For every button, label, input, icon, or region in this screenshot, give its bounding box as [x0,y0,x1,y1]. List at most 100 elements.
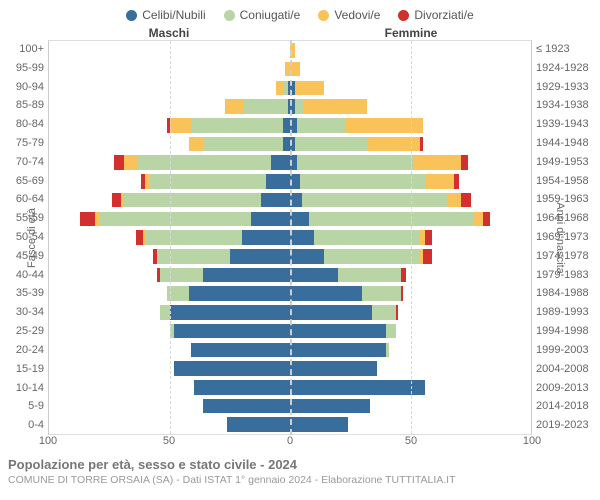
bar-segment-coniugati [203,137,283,152]
bar-segment-divorziati [423,249,433,264]
legend-item: Divorziati/e [398,8,473,22]
bar-segment-celibi [290,305,372,320]
bar-segment-coniugati [309,212,473,227]
bar-segment-celibi [271,155,290,170]
legend-swatch [126,10,137,21]
bars-area [48,40,532,435]
gridline [411,41,412,434]
birth-year-label: 1984-1988 [536,285,600,304]
age-group-label: 30-34 [0,303,44,322]
birth-year-label: 1954-1958 [536,172,600,191]
bar-segment-vedovi [304,99,367,114]
bar-segment-coniugati [372,305,396,320]
bar-segment-celibi [203,399,290,414]
bar-segment-celibi [174,324,290,339]
bar-segment-coniugati [124,193,261,208]
birth-year-label: 2014-2018 [536,397,600,416]
bar-segment-celibi [283,118,290,133]
x-axis: 10050050100 [0,435,600,451]
bar-segment-celibi [290,268,338,283]
bar-segment-celibi [290,343,386,358]
female-half [290,40,532,435]
bar-segment-celibi [230,249,290,264]
plot-area: Fasce di età 100+95-9990-9485-8980-8475-… [0,40,600,435]
x-tick: 0 [287,435,293,447]
bar-segment-coniugati [244,99,287,114]
birth-year-label: 2004-2008 [536,360,600,379]
age-group-label: 85-89 [0,96,44,115]
age-group-label: 5-9 [0,397,44,416]
bar-segment-coniugati [300,174,425,189]
bar-segment-celibi [191,343,290,358]
bar-segment-divorziati [461,193,471,208]
bar-segment-coniugati [324,249,420,264]
chart-title: Popolazione per età, sesso e stato civil… [8,457,592,472]
gridline [170,41,171,434]
legend-item: Coniugati/e [224,8,301,22]
age-group-label: 80-84 [0,115,44,134]
birth-year-label: 1934-1938 [536,96,600,115]
bar-segment-divorziati [461,155,468,170]
bar-segment-divorziati [401,268,406,283]
bar-segment-coniugati [100,212,252,227]
age-group-label: 90-94 [0,78,44,97]
bar-segment-coniugati [297,155,413,170]
legend-label: Coniugati/e [240,8,301,22]
birth-year-label: 2009-2013 [536,379,600,398]
bar-segment-celibi [170,305,291,320]
birth-year-label: ≤ 1923 [536,40,600,59]
y-axis-birth-years: ≤ 19231924-19281929-19331934-19381939-19… [532,40,600,435]
legend: Celibi/NubiliConiugati/eVedovi/eDivorzia… [0,0,600,26]
bar-segment-coniugati [362,286,401,301]
bar-segment-vedovi [124,155,138,170]
age-group-label: 75-79 [0,134,44,153]
age-group-label: 15-19 [0,360,44,379]
bar-segment-coniugati [314,230,420,245]
bar-segment-celibi [290,380,425,395]
y-axis-label-right: Anni di nascita [554,202,566,274]
bar-segment-coniugati [295,137,367,152]
y-axis-age: 100+95-9990-9485-8980-8475-7970-7465-696… [0,40,48,435]
bar-segment-coniugati [297,118,345,133]
age-group-label: 0-4 [0,416,44,435]
birth-year-label: 1979-1983 [536,266,600,285]
chart-subtitle: COMUNE DI TORRE ORSAIA (SA) - Dati ISTAT… [8,474,592,486]
bar-segment-divorziati [136,230,143,245]
birth-year-label: 1949-1953 [536,153,600,172]
x-tick: 50 [163,435,175,447]
bar-segment-celibi [290,230,314,245]
bar-segment-coniugati [160,305,170,320]
x-tick: 100 [523,435,541,447]
legend-swatch [398,10,409,21]
bar-segment-celibi [290,324,386,339]
age-group-label: 25-29 [0,322,44,341]
bar-segment-vedovi [189,137,203,152]
legend-swatch [318,10,329,21]
bar-segment-divorziati [80,212,94,227]
bar-segment-coniugati [138,155,271,170]
bar-segment-celibi [290,212,309,227]
birth-year-label: 1929-1933 [536,78,600,97]
bar-segment-vedovi [225,99,244,114]
age-group-label: 10-14 [0,379,44,398]
birth-year-label: 1924-1928 [536,59,600,78]
bar-segment-coniugati [191,118,283,133]
bar-segment-celibi [261,193,290,208]
male-header: Maschi [48,26,290,40]
age-group-label: 60-64 [0,191,44,210]
age-group-label: 65-69 [0,172,44,191]
bar-segment-coniugati [145,230,241,245]
legend-swatch [224,10,235,21]
bar-segment-vedovi [425,174,454,189]
birth-year-label: 1994-1998 [536,322,600,341]
bar-segment-coniugati [386,324,396,339]
bar-segment-celibi [189,286,290,301]
birth-year-label: 1969-1973 [536,228,600,247]
column-headers: Maschi Femmine [0,26,600,40]
bar-segment-celibi [283,137,290,152]
age-group-label: 20-24 [0,341,44,360]
bar-segment-vedovi [276,81,283,96]
bar-segment-celibi [290,417,348,432]
bar-segment-vedovi [473,212,483,227]
bar-segment-vedovi [413,155,461,170]
